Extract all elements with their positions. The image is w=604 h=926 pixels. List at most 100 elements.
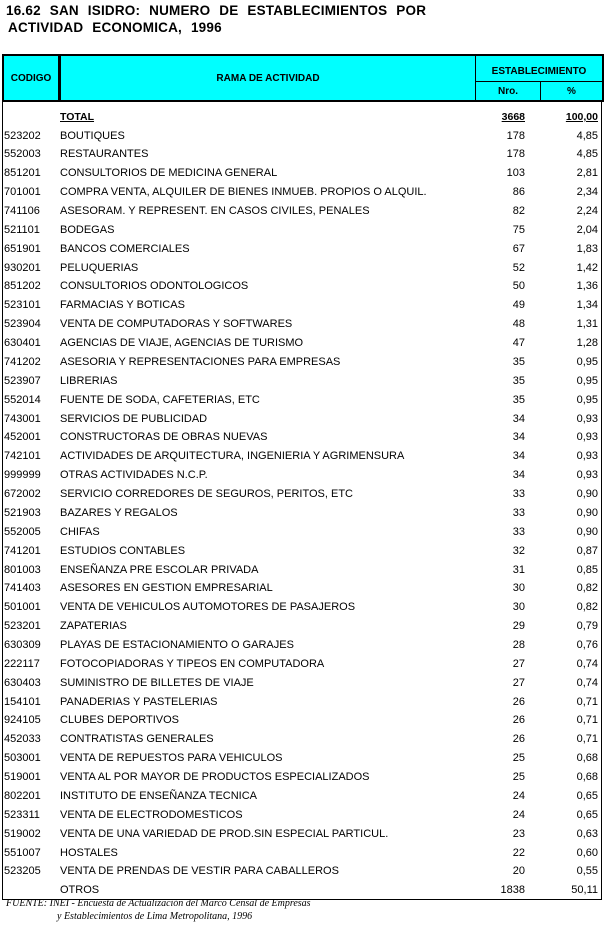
cell-pct: 0,82 <box>576 582 598 595</box>
cell-codigo: 630403 <box>4 676 41 689</box>
table-row: 651901 BANCOS COMERCIALES 67 1,83 <box>3 240 601 259</box>
cell-rama: BAZARES Y REGALOS <box>60 506 178 519</box>
cell-pct: 0,93 <box>576 450 598 463</box>
table-row: 741403 ASESORES EN GESTION EMPRESARIAL 30 0… <box>3 579 601 598</box>
cell-nro: 26 <box>512 695 525 708</box>
cell-pct: 0,79 <box>576 620 598 633</box>
table-row: 741202 ASESORIA Y REPRESENTACIONES PARA E… <box>3 353 601 372</box>
cell-nro: 25 <box>512 771 525 784</box>
header-establecimiento: ESTABLECIMIENTO <box>476 62 602 82</box>
header-nro: Nro. <box>476 82 541 100</box>
cell-pct: 0,90 <box>576 488 598 501</box>
cell-rama: FARMACIAS Y BOTICAS <box>60 299 185 312</box>
cell-rama: FUENTE DE SODA, CAFETERIAS, ETC <box>60 393 260 406</box>
table-row: 222117 FOTOCOPIADORAS Y TIPEOS EN COMPUTA… <box>3 655 601 674</box>
cell-rama: COMPRA VENTA, ALQUILER DE BIENES INMUEB.… <box>60 186 427 199</box>
cell-nro: 67 <box>512 242 525 255</box>
table-row: 501001 VENTA DE VEHICULOS AUTOMOTORES DE … <box>3 598 601 617</box>
cell-rama: ACTIVIDADES DE ARQUITECTURA, INGENIERIA … <box>60 450 405 463</box>
cell-codigo: 672002 <box>4 488 41 501</box>
cell-nro: 24 <box>512 789 525 802</box>
cell-nro: 35 <box>512 355 525 368</box>
cell-nro: 27 <box>512 676 525 689</box>
table-row: 741201 ESTUDIOS CONTABLES 32 0,87 <box>3 542 601 561</box>
cell-pct: 2,04 <box>576 223 598 236</box>
cell-pct: 1,42 <box>576 261 598 274</box>
cell-rama: AGENCIAS DE VIAJE, AGENCIAS DE TURISMO <box>60 337 304 350</box>
cell-codigo: 742101 <box>4 450 41 463</box>
cell-rama: ASESORES EN GESTION EMPRESARIAL <box>60 582 273 595</box>
cell-pct: 0,55 <box>576 865 598 878</box>
cell-pct: 1,31 <box>576 318 598 331</box>
cell-pct: 0,93 <box>576 469 598 482</box>
cell-nro: 32 <box>512 544 525 557</box>
table-row: 523201 ZAPATERIAS 29 0,79 <box>3 617 601 636</box>
cell-nro: 24 <box>512 808 525 821</box>
table-row: 802201 INSTITUTO DE ENSEÑANZA TECNICA 24 0,… <box>3 787 601 806</box>
table-row: 452033 CONTRATISTAS GENERALES 26 0,71 <box>3 730 601 749</box>
cell-pct: 0,71 <box>576 695 598 708</box>
header-codigo: CODIGO <box>4 56 61 100</box>
cell-codigo: 452033 <box>4 733 41 746</box>
cell-pct: 0,71 <box>576 714 598 727</box>
cell-codigo: 523101 <box>4 299 41 312</box>
cell-pct: 0,95 <box>576 355 598 368</box>
cell-nro: 178 <box>506 148 525 161</box>
cell-nro: 20 <box>512 865 525 878</box>
cell-nro: 27 <box>512 657 525 670</box>
cell-nro: 26 <box>512 733 525 746</box>
cell-codigo: 801003 <box>4 563 41 576</box>
cell-codigo: 924105 <box>4 714 41 727</box>
table-row: 503001 VENTA DE REPUESTOS PARA VEHICULOS 2… <box>3 749 601 768</box>
source-line2: y Establecimientos de Lima Metropolitana… <box>57 911 253 922</box>
cell-nro: 35 <box>512 374 525 387</box>
cell-codigo: 551007 <box>4 846 41 859</box>
cell-rama: LIBRERIAS <box>60 374 118 387</box>
cell-nro: 34 <box>512 431 525 444</box>
table-row: 930201 PELUQUERIAS 52 1,42 <box>3 259 601 278</box>
table-row: 630403 SUMINISTRO DE BILLETES DE VIAJE 27 0… <box>3 674 601 693</box>
table-row: 519001 VENTA AL POR MAYOR DE PRODUCTOS ES… <box>3 768 601 787</box>
cell-pct: 0,90 <box>576 525 598 538</box>
cell-nro: 33 <box>512 506 525 519</box>
cell-nro: 22 <box>512 846 525 859</box>
cell-pct: 0,82 <box>576 601 598 614</box>
table-row: 521101 BODEGAS 75 2,04 <box>3 221 601 240</box>
cell-rama: ZAPATERIAS <box>60 620 127 633</box>
cell-rama: SERVICIOS DE PUBLICIDAD <box>60 412 208 425</box>
cell-rama: CONTRATISTAS GENERALES <box>60 733 214 746</box>
cell-pct: 0,63 <box>576 827 598 840</box>
cell-nro: 49 <box>512 299 525 312</box>
cell-nro: 52 <box>512 261 525 274</box>
cell-nro: 30 <box>512 582 525 595</box>
cell-rama: SERVICIO CORREDORES DE SEGUROS, PERITOS,… <box>60 488 353 501</box>
cell-rama: CHIFAS <box>60 525 100 538</box>
cell-pct: 1,28 <box>576 337 598 350</box>
cell-nro: 86 <box>512 186 525 199</box>
cell-pct: 0,68 <box>576 771 598 784</box>
cell-codigo: 519002 <box>4 827 41 840</box>
cell-codigo: 741403 <box>4 582 41 595</box>
cell-codigo: 523311 <box>4 808 40 821</box>
table-header: CODIGO RAMA DE ACTIVIDAD ESTABLECIMIENTO… <box>2 54 604 102</box>
cell-nro: 75 <box>512 223 525 236</box>
table-row: 741106 ASESORAM. Y REPRESENT. EN CASOS CI… <box>3 202 601 221</box>
table-row: 552005 CHIFAS 33 0,90 <box>3 523 601 542</box>
table-row: 523907 LIBRERIAS 35 0,95 <box>3 372 601 391</box>
cell-pct: 50,11 <box>571 884 598 897</box>
cell-rama: BANCOS COMERCIALES <box>60 242 190 255</box>
cell-rama: INSTITUTO DE ENSEÑANZA TECNICA <box>60 789 258 802</box>
cell-nro: 31 <box>512 563 525 576</box>
table-row: 154101 PANADERIAS Y PASTELERIAS 26 0,71 <box>3 693 601 712</box>
cell-nro: 50 <box>512 280 525 293</box>
total-nro: 3668 <box>501 111 525 123</box>
table-row: 521903 BAZARES Y REGALOS 33 0,90 <box>3 504 601 523</box>
cell-nro: 34 <box>512 469 525 482</box>
cell-nro: 33 <box>512 525 525 538</box>
table-row: 630401 AGENCIAS DE VIAJE, AGENCIAS DE TUR… <box>3 334 601 353</box>
cell-rama: VENTA DE COMPUTADORAS Y SOFTWARES <box>60 318 293 331</box>
cell-codigo: 930201 <box>4 261 41 274</box>
cell-codigo: 523202 <box>4 129 41 142</box>
cell-codigo: 452001 <box>4 431 41 444</box>
table-row: 523101 FARMACIAS Y BOTICAS 49 1,34 <box>3 296 601 315</box>
